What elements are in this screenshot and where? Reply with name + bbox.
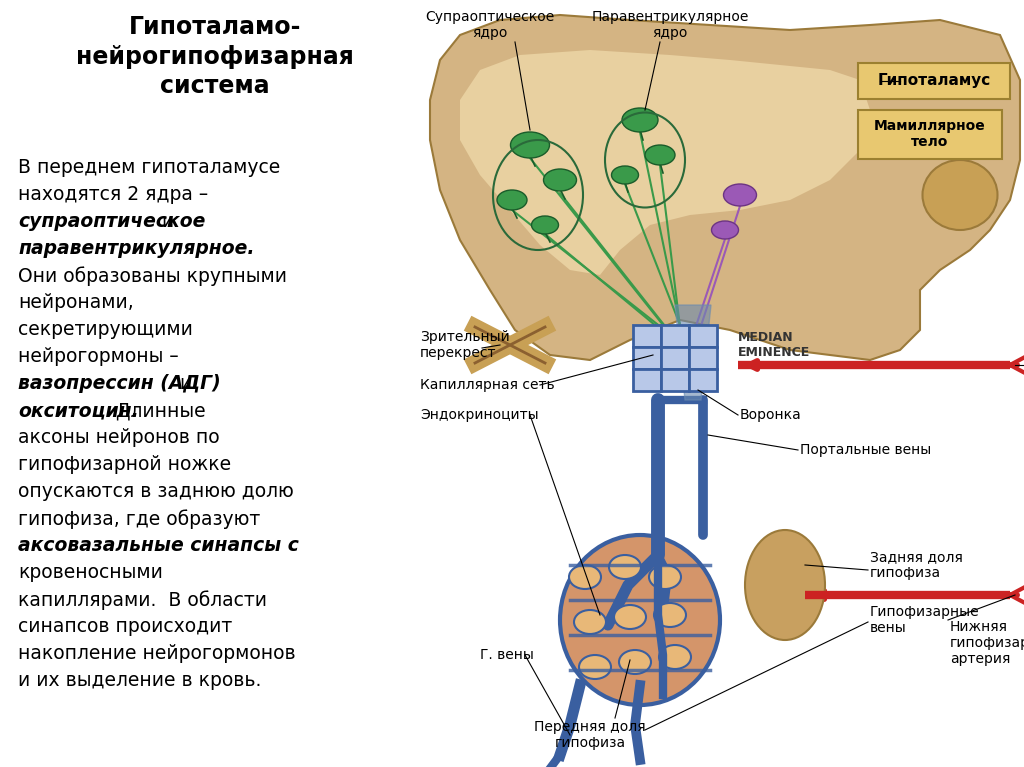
Text: находятся 2 ядра –: находятся 2 ядра –	[18, 185, 208, 204]
Bar	[689, 325, 717, 347]
Text: нейрогормоны –: нейрогормоны –	[18, 347, 178, 366]
Polygon shape	[675, 305, 711, 400]
Ellipse shape	[659, 645, 691, 669]
Text: нейронами,: нейронами,	[18, 293, 134, 312]
Text: гипофиза, где образуют: гипофиза, где образуют	[18, 509, 260, 528]
Text: Они образованы крупными: Они образованы крупными	[18, 266, 287, 285]
Ellipse shape	[745, 530, 825, 640]
Text: Передняя доля
гипофиза: Передняя доля гипофиза	[535, 720, 646, 750]
Ellipse shape	[614, 605, 646, 629]
Ellipse shape	[611, 166, 639, 184]
Bar	[633, 369, 662, 391]
Text: и: и	[174, 374, 193, 393]
Text: В переднем гипоталамусе: В переднем гипоталамусе	[18, 158, 281, 177]
Polygon shape	[460, 50, 870, 275]
Text: накопление нейрогормонов: накопление нейрогормонов	[18, 644, 296, 663]
Text: синапсов происходит: синапсов происходит	[18, 617, 232, 636]
Ellipse shape	[618, 650, 651, 674]
Text: и: и	[156, 212, 174, 231]
Ellipse shape	[531, 216, 558, 234]
Bar	[662, 325, 689, 347]
Text: паравентрикулярное.: паравентрикулярное.	[18, 239, 255, 258]
Text: супраоптическое: супраоптическое	[18, 212, 206, 231]
Text: Гипофизарные
вены: Гипофизарные вены	[870, 605, 980, 635]
Ellipse shape	[622, 108, 658, 132]
Text: Зрительный
перекрест: Зрительный перекрест	[420, 330, 510, 360]
Text: опускаются в заднюю долю: опускаются в заднюю долю	[18, 482, 294, 501]
Text: вазопрессин (АДГ): вазопрессин (АДГ)	[18, 374, 221, 393]
Text: аксовазальные синапсы с: аксовазальные синапсы с	[18, 536, 299, 555]
Text: Капиллярная сеть: Капиллярная сеть	[420, 378, 555, 392]
Polygon shape	[430, 15, 1020, 360]
Text: Мамиллярное
тело: Мамиллярное тело	[874, 119, 986, 149]
Text: Паравентрикулярное
ядро: Паравентрикулярное ядро	[591, 10, 749, 40]
Text: секретирующими: секретирующими	[18, 320, 193, 339]
Text: капиллярами.  В области: капиллярами. В области	[18, 590, 267, 610]
Ellipse shape	[645, 145, 675, 165]
Text: MEDIAN
EMINENCE: MEDIAN EMINENCE	[738, 331, 810, 359]
Text: Супраоптическое
ядро: Супраоптическое ядро	[425, 10, 555, 40]
Bar	[689, 347, 717, 369]
Ellipse shape	[579, 655, 611, 679]
Text: Портальные вены: Портальные вены	[800, 443, 931, 457]
FancyBboxPatch shape	[858, 110, 1002, 159]
Text: Г. вены: Г. вены	[480, 648, 534, 662]
Ellipse shape	[724, 184, 757, 206]
Bar	[662, 369, 689, 391]
Bar	[633, 325, 662, 347]
Ellipse shape	[560, 535, 720, 705]
Ellipse shape	[574, 610, 606, 634]
Ellipse shape	[609, 555, 641, 579]
Text: Задняя доля
гипофиза: Задняя доля гипофиза	[870, 550, 963, 580]
Bar	[633, 347, 662, 369]
Text: Гипоталамо-
нейрогипофизарная
система: Гипоталамо- нейрогипофизарная система	[76, 15, 354, 98]
Text: аксоны нейронов по: аксоны нейронов по	[18, 428, 219, 447]
Ellipse shape	[497, 190, 527, 210]
Text: и их выделение в кровь.: и их выделение в кровь.	[18, 671, 261, 690]
Ellipse shape	[511, 132, 550, 158]
Ellipse shape	[923, 160, 997, 230]
Ellipse shape	[544, 169, 577, 191]
Text: кровеносными: кровеносными	[18, 563, 163, 582]
Ellipse shape	[649, 565, 681, 589]
FancyBboxPatch shape	[858, 63, 1010, 99]
Bar	[689, 369, 717, 391]
Text: Длинные: Длинные	[110, 401, 206, 420]
Ellipse shape	[654, 603, 686, 627]
Text: гипофизарной ножке: гипофизарной ножке	[18, 455, 231, 474]
Ellipse shape	[712, 221, 738, 239]
Text: Эндокриноциты: Эндокриноциты	[420, 408, 539, 422]
Text: Гипоталамус: Гипоталамус	[878, 74, 990, 88]
Text: Нижняя
гипофизарная
артерия: Нижняя гипофизарная артерия	[950, 620, 1024, 667]
Bar	[662, 347, 689, 369]
Text: Воронка: Воронка	[740, 408, 802, 422]
Ellipse shape	[569, 565, 601, 589]
Text: окситоцин.: окситоцин.	[18, 401, 138, 420]
